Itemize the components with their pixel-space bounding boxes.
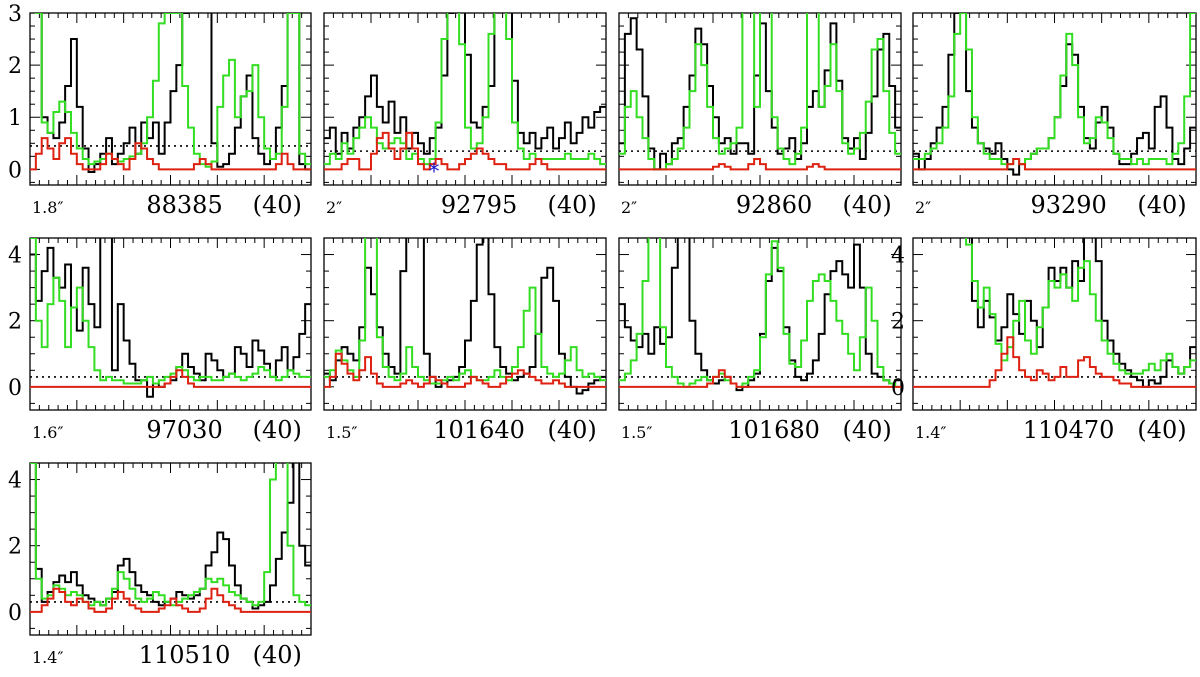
series-model [324, 13, 606, 166]
y-tick-label: 4 [891, 244, 905, 269]
series-single_species_model [30, 587, 311, 613]
series-model [619, 238, 901, 388]
series-single_species_model [619, 369, 901, 388]
frequency-label: 101680 [728, 416, 820, 444]
series-observed [34, 463, 311, 610]
panel-92860: 2″ 92860 (40) [618, 12, 902, 219]
beam-size-label: 1.4″ [32, 648, 63, 667]
series-model [965, 238, 1196, 375]
frequency-label: 88385 [146, 191, 222, 219]
series-model [30, 463, 311, 607]
series-model [619, 13, 901, 171]
series-single_species_model [913, 336, 1196, 388]
panel-label: (40) [253, 416, 302, 444]
y-tick-label: 1 [8, 106, 22, 131]
frequency-label: 92795 [441, 191, 517, 219]
y-tick-label: 4 [8, 469, 22, 494]
panel-101680: 1.5″ 101680 (40) [618, 237, 902, 444]
beam-size-label: 1.5″ [621, 423, 652, 442]
beam-size-label: 2″ [326, 198, 342, 217]
y-tick-label: 0 [8, 601, 22, 626]
series-single_species_model [913, 157, 1196, 171]
series-observed [30, 238, 311, 398]
y-tick-label: 2 [891, 310, 905, 335]
beam-size-label: 1.4″ [915, 423, 946, 442]
panel-88385: 0 1 2 3 1.8″ 88385 (40) [8, 2, 312, 219]
panel-label: (40) [843, 416, 892, 444]
panel-frame [912, 237, 1197, 411]
beam-size-label: 1.5″ [326, 423, 357, 442]
frequency-label: 110510 [139, 641, 231, 669]
y-tick-label: 0 [891, 376, 905, 401]
y-tick-label: 2 [8, 535, 22, 560]
panel-label: (40) [253, 191, 302, 219]
series-single_species_model [30, 369, 311, 388]
beam-size-label: 1.8″ [32, 198, 63, 217]
panel-label: (40) [1137, 191, 1186, 219]
panel-label: (40) [548, 416, 597, 444]
beam-size-label: 2″ [621, 198, 637, 217]
series-observed [40, 13, 311, 173]
series-model [324, 238, 606, 385]
frequency-label: 97030 [146, 416, 222, 444]
panel-110470: 0 2 4 1.4″ 110470 (40) [891, 237, 1197, 444]
panel-label: (40) [548, 191, 597, 219]
frequency-label: 93290 [1030, 191, 1106, 219]
y-tick-label: 2 [8, 310, 22, 335]
y-tick-label: 0 [8, 158, 22, 183]
series-observed [324, 13, 606, 155]
panel-110510: 0 2 4 1.4″ 110510 (40) [8, 462, 312, 669]
star-marker: * [428, 160, 439, 185]
beam-size-label: 1.6″ [32, 423, 63, 442]
panel-frame [618, 237, 902, 411]
series-model [34, 13, 311, 168]
y-tick-label: 3 [8, 2, 22, 27]
series-observed [913, 13, 1196, 176]
y-tick-label: 4 [8, 244, 22, 269]
beam-size-label: 2″ [915, 198, 931, 217]
panel-92795: * 2″ 92795 (40) [323, 12, 607, 219]
panel-97030: 0 2 4 1.6″ 97030 (40) [8, 237, 312, 444]
series-single_species_model [324, 131, 606, 171]
frequency-label: 101640 [433, 416, 525, 444]
series-single_species_model [30, 137, 311, 171]
series-single_species_model [619, 157, 901, 171]
panel-frame [29, 462, 312, 636]
series-model [30, 238, 311, 385]
panel-93290: 2″ 93290 (40) [912, 12, 1197, 219]
series-single_species_model [324, 352, 606, 388]
y-tick-label: 0 [8, 376, 22, 401]
series-model [913, 13, 1196, 166]
frequency-label: 110470 [1023, 416, 1115, 444]
panel-label: (40) [253, 641, 302, 669]
y-tick-label: 2 [8, 54, 22, 79]
series-observed [324, 238, 606, 395]
panel-101640: 1.5″ 101640 (40) [323, 237, 607, 444]
frequency-label: 92860 [736, 191, 812, 219]
panel-label: (40) [1137, 416, 1186, 444]
panel-label: (40) [843, 191, 892, 219]
